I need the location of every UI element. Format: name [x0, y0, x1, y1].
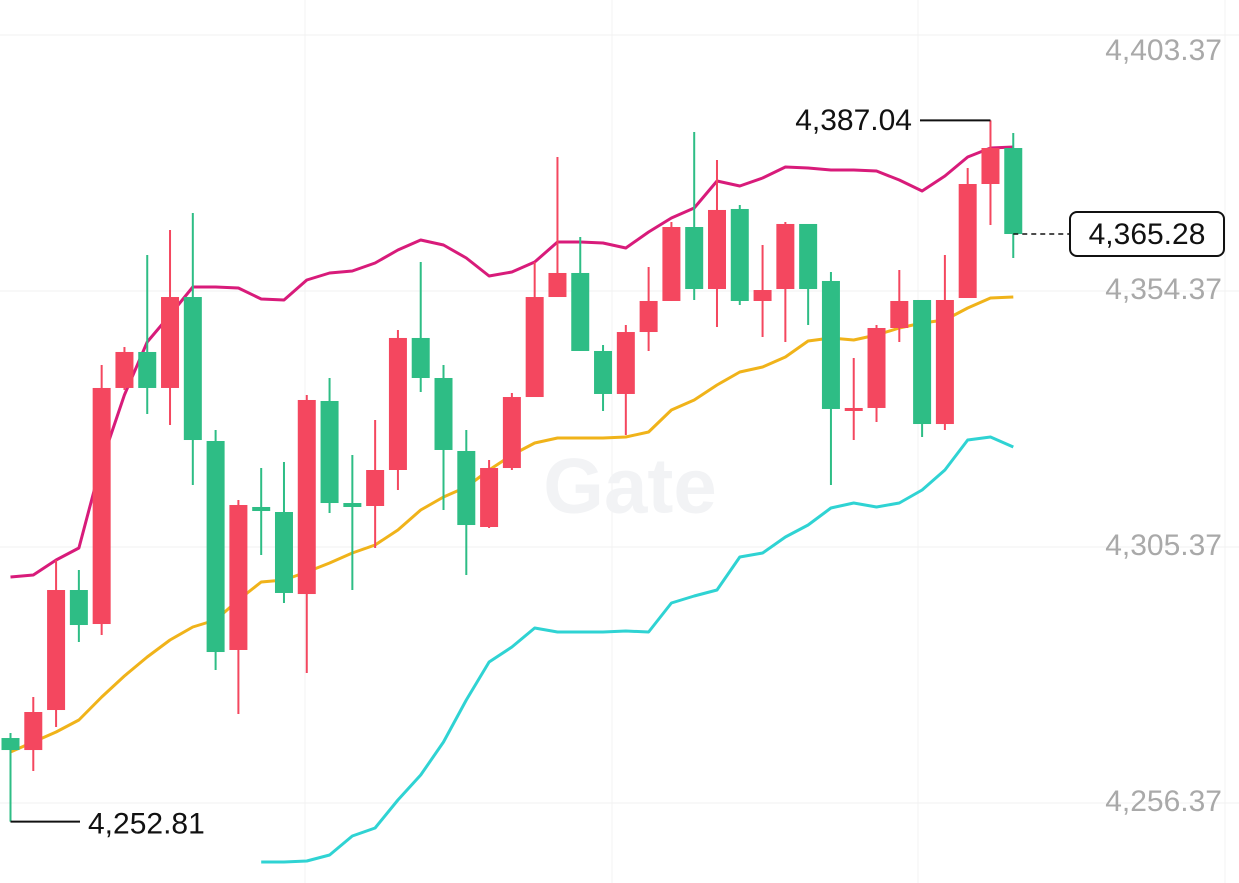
- candle-body: [92, 387, 111, 625]
- candle-body: [457, 450, 476, 526]
- candle-body: [548, 272, 567, 298]
- candle-body: [69, 590, 88, 626]
- candle-body: [981, 148, 1000, 185]
- candle-body: [571, 272, 590, 351]
- candle-body: [434, 377, 453, 450]
- candle-body: [343, 503, 362, 507]
- candle-body: [890, 300, 909, 328]
- candle-body: [594, 350, 613, 394]
- candle-body: [685, 227, 704, 290]
- candle-body: [707, 209, 726, 290]
- candle-body: [24, 712, 43, 751]
- candle-body: [913, 299, 932, 425]
- candle-body: [274, 512, 293, 593]
- candle-body: [844, 407, 863, 411]
- candle-body: [958, 184, 977, 299]
- candle-body: [229, 505, 248, 650]
- candle-body: [138, 351, 157, 388]
- candle-body: [115, 351, 134, 388]
- min-label: 4,252.81: [88, 808, 205, 841]
- candle-body: [297, 399, 316, 595]
- candle-body: [161, 297, 180, 388]
- band-line: [261, 435, 1014, 864]
- candle-body: [821, 280, 840, 409]
- candle-body: [366, 469, 385, 506]
- annotations: 4,387.04 4,252.81 4,365.28: [10, 104, 1225, 841]
- candle-body: [662, 227, 681, 301]
- band-line: [10, 145, 1014, 579]
- candle-body: [639, 300, 658, 333]
- last-price-label: 4,365.28: [1089, 218, 1206, 251]
- candle-body: [206, 441, 225, 653]
- candle-body: [776, 223, 795, 290]
- candle-body: [525, 297, 544, 398]
- y-tick-label: 4,403.37: [1105, 34, 1222, 67]
- candle-body: [411, 337, 430, 378]
- candle-body: [730, 208, 749, 301]
- candle-body: [320, 400, 339, 504]
- plot-area: [1, 120, 1023, 864]
- candle-body: [867, 327, 886, 408]
- candle-body: [1004, 148, 1023, 235]
- y-tick-label: 4,256.37: [1105, 785, 1222, 818]
- candle-body: [252, 506, 271, 512]
- grid: 4,256.37 4,305.37 4,354.37 4,403.37: [0, 34, 1239, 818]
- last-price-box: [1069, 211, 1225, 258]
- candle-body: [935, 299, 954, 425]
- candle-body: [799, 223, 818, 290]
- watermark: Gate: [543, 442, 716, 530]
- candle-body: [753, 290, 772, 301]
- candle-body: [47, 590, 66, 711]
- candle-body: [480, 468, 499, 527]
- y-tick-label: 4,354.37: [1105, 273, 1222, 306]
- candle-body: [502, 397, 521, 469]
- band-line: [9, 295, 1014, 754]
- y-tick-label: 4,305.37: [1105, 529, 1222, 562]
- max-label: 4,387.04: [795, 104, 912, 137]
- candle-body: [183, 297, 202, 441]
- candle-body: [1, 738, 20, 751]
- candle-body: [388, 337, 407, 470]
- candle-body: [616, 332, 635, 394]
